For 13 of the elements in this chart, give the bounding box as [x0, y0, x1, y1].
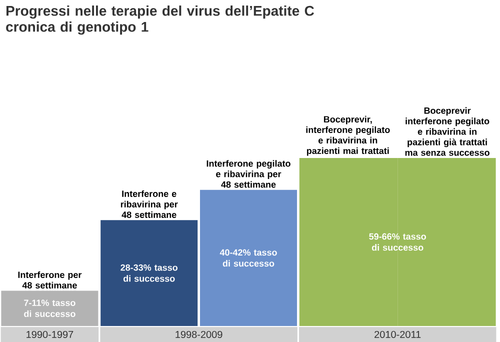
annotation: 59-66% tasso di successo [369, 233, 426, 251]
text: 1998-2009 [176, 330, 222, 338]
annotation: 28-33% tasso di successo [120, 264, 178, 282]
x-tick-label: Boceprevir, interferone pegilato e ribavirina in pazienti mai trattati [306, 116, 390, 156]
x-tick-label: Interferone per 48 settimane [18, 271, 82, 289]
text: 1990-1997 [26, 330, 74, 338]
x-tick-label: Interferone e ribavirina per 48 settimane [120, 190, 178, 218]
annotation: 40-42% tasso di successo [220, 249, 277, 267]
text: 2010-2011 [374, 330, 421, 338]
x-tick-label: Boceprevir interferone pegilato e ribavirina in pazienti già trattati ma senza successo [405, 107, 490, 156]
annotation: 7-11% tasso di successo [24, 300, 76, 318]
chart-title: Progressi nelle terapie del virus dell’Epatite C cronica di genotipo 1 [6, 6, 314, 35]
x-tick-label: Interferone pegilato e ribavirina per 48 settimane [206, 160, 290, 188]
